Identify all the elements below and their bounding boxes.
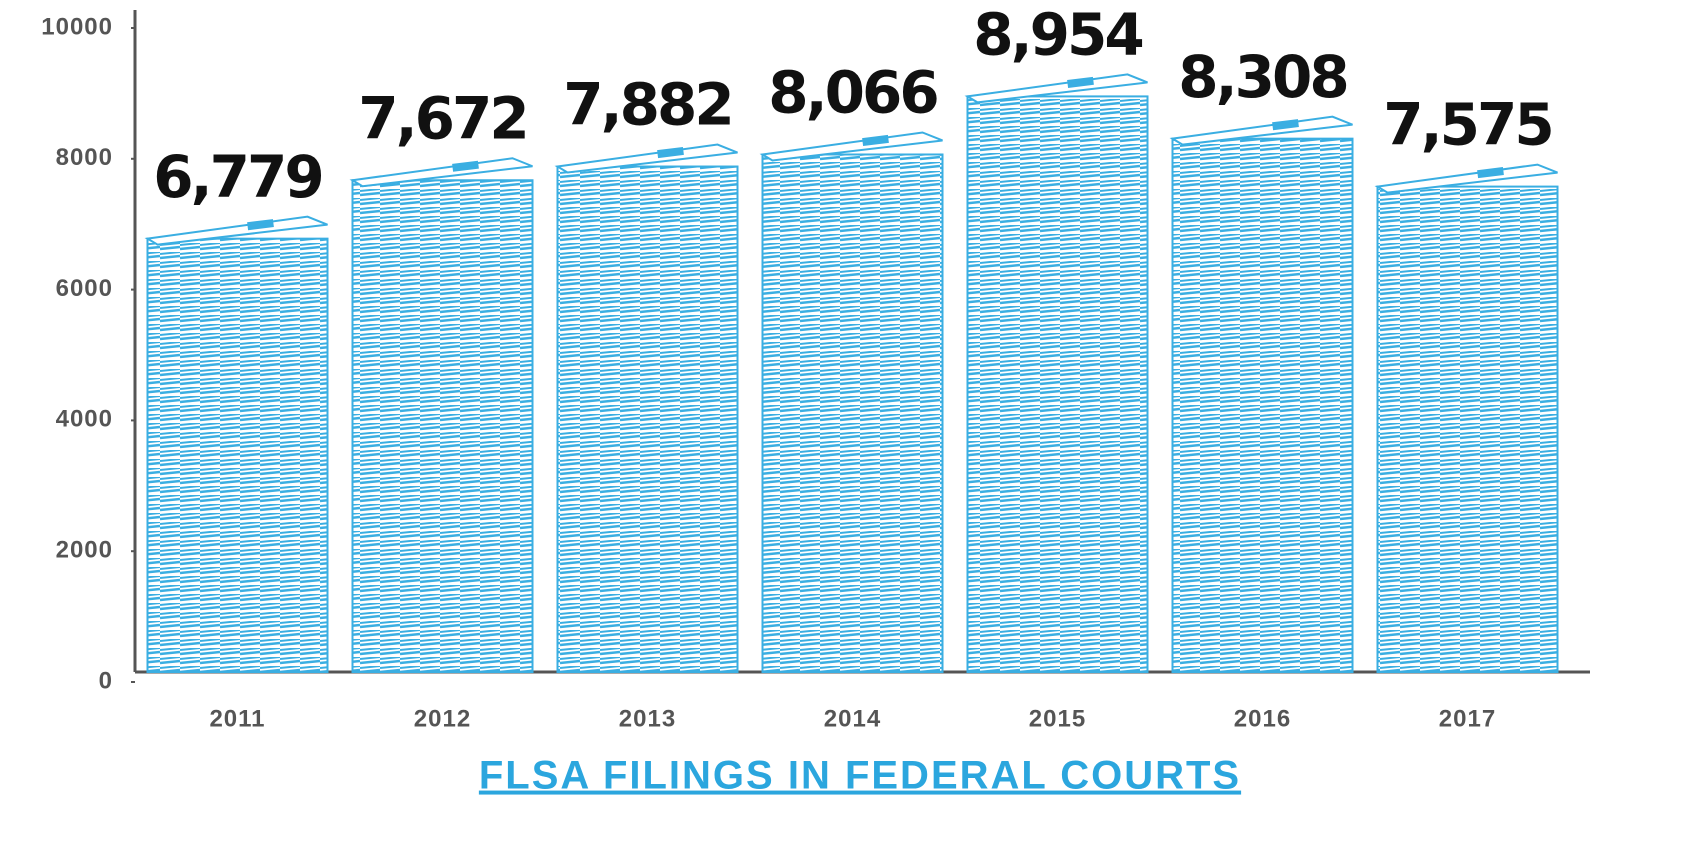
sheet-stamp [657,146,684,159]
bar [146,237,329,673]
bar [351,179,534,674]
value-label: 8,066 [768,59,937,127]
bar [556,165,739,673]
bar [1376,185,1559,673]
x-tick-label: 2015 [1029,705,1086,732]
y-tick-label: 4000 [56,406,113,433]
value-label: 7,672 [358,84,526,152]
value-label: 6,779 [153,143,321,211]
value-label: 7,882 [563,71,731,139]
sheet-stamp [1067,76,1094,88]
sheet-stamp [452,160,479,172]
chart-title: FLSA FILINGS IN FEDERAL COURTS [479,754,1241,798]
x-tick-label: 2013 [619,705,676,732]
bar [1171,137,1354,673]
y-tick-label: 0 [99,667,113,694]
sheet-stamp [1477,167,1504,179]
sheet-stamp [247,219,274,231]
bar [966,95,1149,674]
y-tick-label: 10000 [41,13,113,40]
sheet-stamp [862,134,889,147]
value-label: 8,954 [973,1,1142,69]
y-tick-label: 2000 [56,537,113,564]
bar [761,153,944,674]
y-tick-label: 6000 [56,275,113,302]
x-tick-label: 2016 [1234,705,1291,732]
y-tick-label: 8000 [56,144,113,171]
value-label: 8,308 [1178,43,1346,111]
x-tick-label: 2012 [414,705,471,732]
x-tick-label: 2011 [209,705,265,732]
x-tick-label: 2014 [824,705,881,732]
value-label: 7,575 [1383,91,1551,159]
x-tick-label: 2017 [1439,705,1496,732]
sheet-stamp [1272,119,1299,131]
